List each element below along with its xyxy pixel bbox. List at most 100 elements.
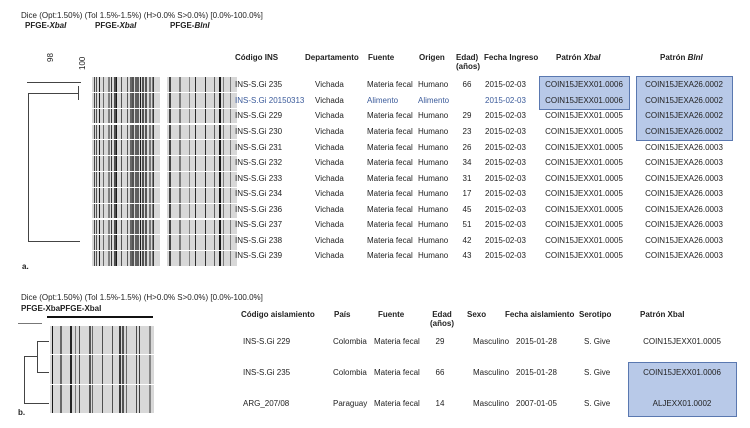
gel-band — [230, 203, 232, 219]
gel-band — [99, 203, 101, 219]
gel-band — [230, 108, 232, 124]
gel-band — [113, 219, 116, 235]
gel-band — [195, 124, 197, 140]
gel-header-bar — [47, 316, 153, 318]
gel-band — [126, 235, 128, 251]
gel-band — [94, 156, 95, 171]
cell-fecha: 2015-02-03 — [485, 127, 526, 136]
gel-band — [139, 235, 141, 251]
gel-band — [99, 124, 101, 140]
gel-band — [136, 251, 139, 266]
gel-band — [189, 124, 191, 140]
gel-band — [189, 219, 191, 235]
gel-band — [195, 187, 197, 203]
gel-band — [139, 384, 141, 413]
gel-band — [126, 140, 128, 156]
cell-dept: Vichada — [315, 174, 344, 183]
gel-band — [139, 140, 141, 156]
cell-blni: COIN15JEXA26.0002 — [645, 80, 723, 89]
dendro-line — [78, 86, 79, 100]
gel-band — [223, 108, 225, 124]
gel-band — [92, 355, 94, 384]
cell-origen: Humano — [418, 189, 449, 198]
gel-band — [149, 77, 152, 92]
gel-band — [136, 92, 139, 108]
gel-band — [205, 172, 207, 187]
gel-band — [94, 124, 95, 140]
gel-band — [102, 355, 104, 384]
gel-band — [126, 355, 128, 384]
gel-band — [102, 384, 104, 413]
cell-serotipo: S. Give — [584, 368, 611, 377]
dice-settings-a: Dice (Opt:1.50%) (Tol 1.5%-1.5%) (H>0.0%… — [21, 11, 263, 20]
gel-band — [214, 92, 216, 108]
gel-band — [89, 355, 92, 384]
cell-xbal: COIN15JEXX01.0005 — [545, 143, 623, 152]
cell-fecha: 2015-02-03 — [485, 220, 526, 229]
gel-band — [205, 156, 207, 171]
gel-band — [111, 251, 113, 266]
gel-lane — [92, 203, 160, 219]
cell-blni: COIN15JEXA26.0003 — [645, 174, 723, 183]
gel-band — [214, 124, 216, 140]
gel-band — [126, 92, 128, 108]
gel-band — [107, 124, 110, 140]
gel-band — [142, 124, 145, 140]
gel-band — [149, 172, 152, 187]
gel-band — [134, 187, 137, 203]
header-patron-blni: Patrón BlnI — [660, 53, 703, 62]
gel-band — [121, 77, 123, 92]
gel-band — [214, 108, 216, 124]
gel-band — [195, 77, 197, 92]
gel-band — [214, 203, 216, 219]
gel-band — [148, 384, 151, 413]
scale-98: 98 — [46, 53, 55, 62]
gel-band — [134, 203, 137, 219]
dendro-line — [37, 341, 49, 342]
gel-band — [142, 172, 145, 187]
cell-origen: Humano — [418, 111, 449, 120]
gel-band — [195, 156, 197, 171]
gel-band — [115, 124, 117, 140]
gel-band — [99, 140, 101, 156]
gel-band — [130, 172, 133, 187]
gel-band — [113, 77, 116, 92]
gel-label-xbai-1: PFGE-XbaI — [25, 21, 67, 30]
cell-dept: Vichada — [315, 251, 344, 260]
gel-band — [95, 156, 97, 171]
gel-band — [103, 92, 105, 108]
gel-band — [107, 251, 110, 266]
header-fuente: Fuente — [368, 53, 395, 62]
gel-band — [112, 326, 114, 355]
gel-band — [99, 187, 101, 203]
gel-band — [205, 124, 207, 140]
gel-band — [118, 355, 121, 384]
gel-band — [151, 92, 153, 108]
gel-band — [179, 219, 182, 235]
gel-band — [230, 187, 232, 203]
gel-band — [144, 92, 147, 108]
gel-band — [153, 172, 155, 187]
gel-band — [136, 156, 139, 171]
header-codigo: Código INS — [235, 53, 279, 62]
gel-band — [205, 77, 207, 92]
gel-band — [148, 326, 151, 355]
gel-band — [136, 108, 139, 124]
gel-band — [94, 77, 95, 92]
gel-band — [205, 235, 207, 251]
gel-band — [149, 140, 152, 156]
gel-band — [179, 203, 182, 219]
cell-fecha: 2015-01-28 — [516, 337, 557, 346]
gel-band — [169, 108, 171, 124]
gel-band — [169, 172, 171, 187]
gel-band — [107, 140, 110, 156]
gel-lane — [92, 187, 160, 203]
gel-band — [136, 219, 139, 235]
gel-band — [142, 92, 145, 108]
gel-band — [126, 251, 128, 266]
gel-band — [219, 235, 222, 251]
gel-band — [130, 77, 133, 92]
gel-band — [103, 251, 105, 266]
gel-band — [223, 235, 225, 251]
gel-band — [79, 326, 81, 355]
